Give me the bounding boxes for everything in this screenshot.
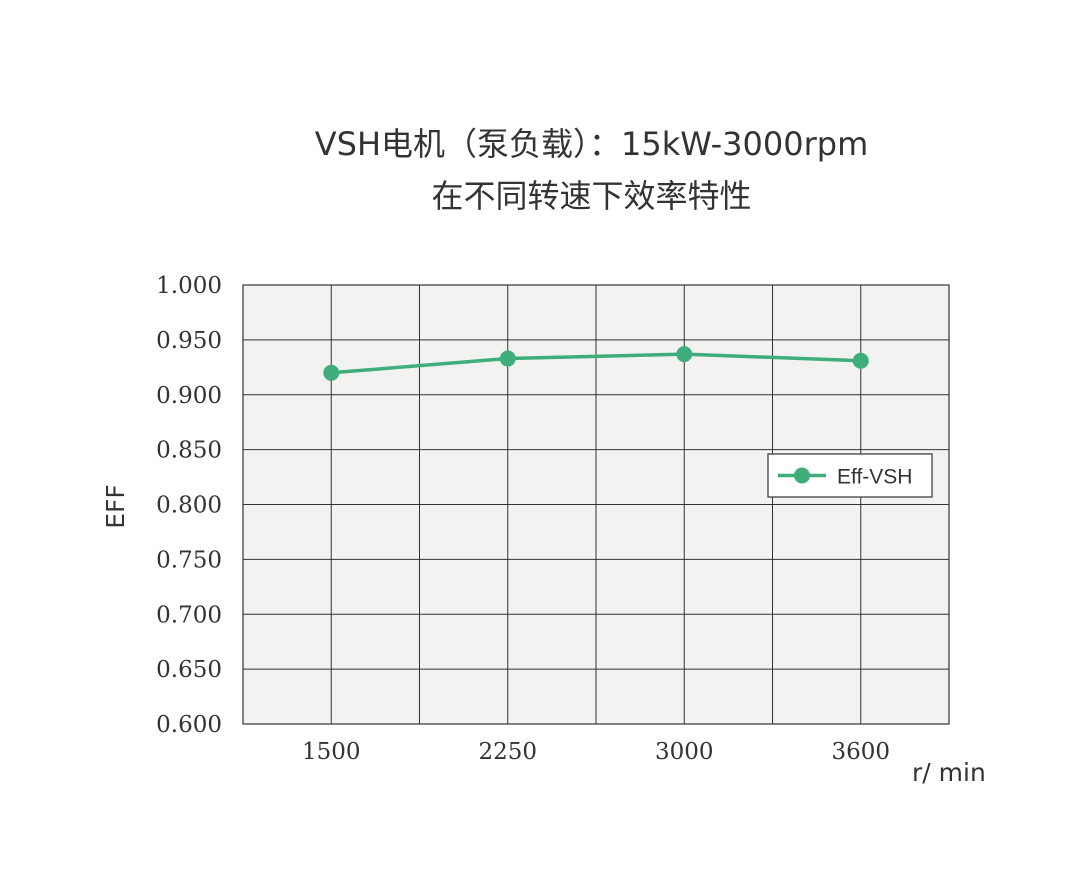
x-axis-label: r/ min	[912, 758, 986, 787]
x-tick-label: 3600	[831, 739, 890, 765]
x-tick-label: 3000	[655, 739, 714, 765]
legend-label: Eff-VSH	[837, 466, 912, 489]
chart-title-line-2: 在不同转速下效率特性	[431, 177, 752, 215]
series-layer	[323, 346, 869, 381]
y-tick-label: 0.800	[156, 493, 222, 519]
legend: Eff-VSH	[767, 453, 933, 498]
x-tick-label: 2250	[478, 739, 537, 765]
y-tick-label: 0.950	[156, 328, 222, 354]
legend-marker-swatch	[794, 467, 810, 484]
x-axis-ticks: 1500 2250 3000 3600	[302, 739, 890, 765]
y-tick-label: 0.900	[156, 383, 222, 409]
chart-title-line-1: VSH电机（泵负载）：15kW-3000rpm	[314, 125, 869, 163]
data-point	[499, 350, 516, 367]
data-point	[323, 364, 340, 381]
y-axis-label: EFF	[101, 484, 130, 529]
y-tick-label: 0.700	[156, 602, 222, 628]
plot-frame	[242, 284, 950, 725]
horizontal-grid	[243, 339, 949, 670]
series-line	[331, 352, 861, 375]
data-point	[676, 346, 693, 363]
y-tick-label: 0.650	[156, 657, 222, 683]
y-tick-label: 0.600	[156, 712, 222, 738]
chart-title: VSH电机（泵负载）：15kW-3000rpm 在不同转速下效率特性	[0, 118, 1073, 222]
x-tick-label: 1500	[302, 739, 361, 765]
y-axis-ticks: 1.000 0.950 0.900 0.850 0.800 0.750 0.700 0.650…	[156, 273, 222, 738]
y-tick-label: 0.750	[156, 547, 222, 573]
y-tick-label: 0.850	[156, 438, 222, 464]
y-tick-label: 1.000	[156, 273, 222, 299]
data-point	[852, 352, 869, 369]
